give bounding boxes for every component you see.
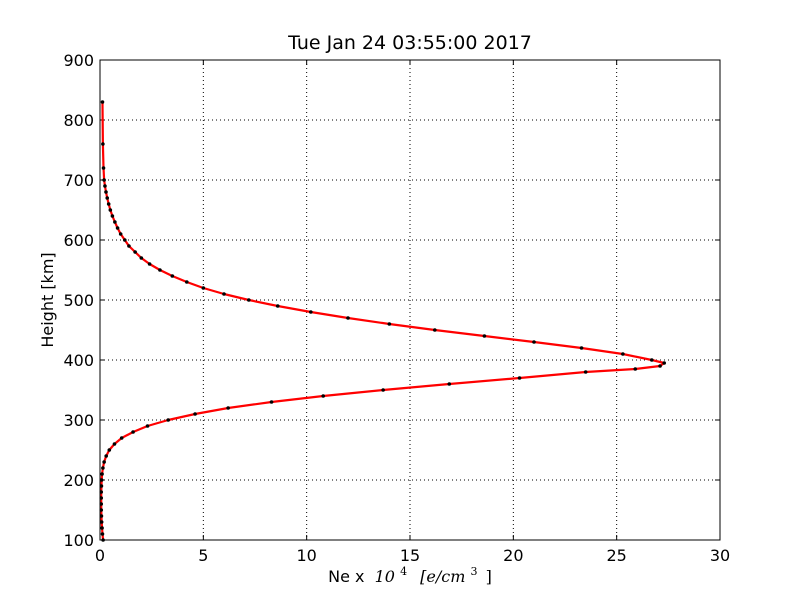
plot-frame [99,59,721,541]
x-tick-label: 20 [503,546,523,565]
profile-point [127,244,131,248]
x-axis-label-close: ] [486,567,492,586]
profile-point [99,478,104,482]
profile-point [650,358,654,362]
y-tick-label: 300 [63,411,94,430]
profile-point [387,322,392,326]
profile-point [193,412,197,416]
profile-point [139,256,144,260]
profile-point [123,238,127,242]
profile-point [110,214,115,218]
profile-point [662,361,666,365]
profile-point [621,352,625,356]
profile-point [583,370,588,374]
y-tick-label: 200 [63,471,94,490]
x-axis-label-prefix: Ne x [328,567,364,586]
profile-point [106,202,111,206]
y-tick-label: 600 [63,231,94,250]
profile-point [226,406,230,410]
profile-point [100,472,104,476]
profile-point [133,250,137,254]
profile-point [658,364,662,368]
plot-layer [99,100,666,542]
profile-point [99,514,104,518]
profile-point [633,367,638,371]
profile-point [102,178,106,182]
profile-point [108,208,113,212]
profile-point [222,292,226,296]
profile-point [104,454,108,458]
profile-point [201,286,206,290]
profile-point [447,382,452,386]
profile-point [158,268,162,272]
x-tick-label: 0 [95,546,105,565]
profile-point [275,304,280,308]
profile-point [101,142,105,146]
x-tick-label: 25 [606,546,626,565]
profile-point [321,394,326,398]
profile-point [102,460,106,464]
profile-point [381,388,385,392]
profile-point [100,532,105,536]
x-axis-label: Ne x 10 4 [e/cm 3 ] [328,560,492,586]
x-axis-label-unit: [e/cm [420,567,465,586]
profile-point [113,220,117,224]
y-axis-label: Height [km] [38,252,57,347]
profile-point [115,226,120,230]
profile-point [104,190,108,194]
x-tick-label: 10 [296,546,316,565]
x-axis-label-base: 10 [375,567,395,586]
profile-point [107,448,112,452]
profile-point [247,298,251,302]
profile-point [309,310,313,314]
profile-point [119,436,124,440]
profile-point [433,328,437,332]
y-tick-label: 900 [63,51,94,70]
profile-point [145,424,150,428]
profile-point [517,376,522,380]
y-tick-label: 100 [63,531,94,550]
chart-title: Tue Jan 24 03:55:00 2017 [287,32,532,54]
profile-point [101,466,105,470]
axis-layer: 0 5 10 15 20 25 30 100 200 300 400 500 600 700 800 900 [63,51,730,565]
x-tick-label: 5 [198,546,208,565]
profile-point [147,262,152,266]
profile-point [482,334,487,338]
profile-point [118,232,123,236]
profile-point [112,442,117,446]
profile-point [103,184,107,188]
profile-point [101,166,106,170]
grid-layer [100,60,720,540]
profile-point [100,526,104,530]
profile-point [131,430,135,434]
profile-point [532,340,536,344]
x-tick-label: 15 [400,546,420,565]
profile-point [185,280,189,284]
y-tick-label: 500 [63,291,94,310]
y-tick-label: 800 [63,111,94,130]
profile-point [100,100,105,104]
x-axis-label-unit-exp: 3 [471,565,478,578]
profile-point [269,400,274,404]
x-tick-label: 30 [710,546,730,565]
profile-point [166,418,170,422]
profile-point [170,274,175,278]
profile-point [99,520,104,524]
profile-point [346,316,350,320]
profile-point [99,484,104,488]
profile-point [579,346,584,350]
x-axis-label-exp: 4 [400,565,407,578]
y-tick-label: 400 [63,351,94,370]
profile-point [105,196,110,200]
y-tick-label: 700 [63,171,94,190]
